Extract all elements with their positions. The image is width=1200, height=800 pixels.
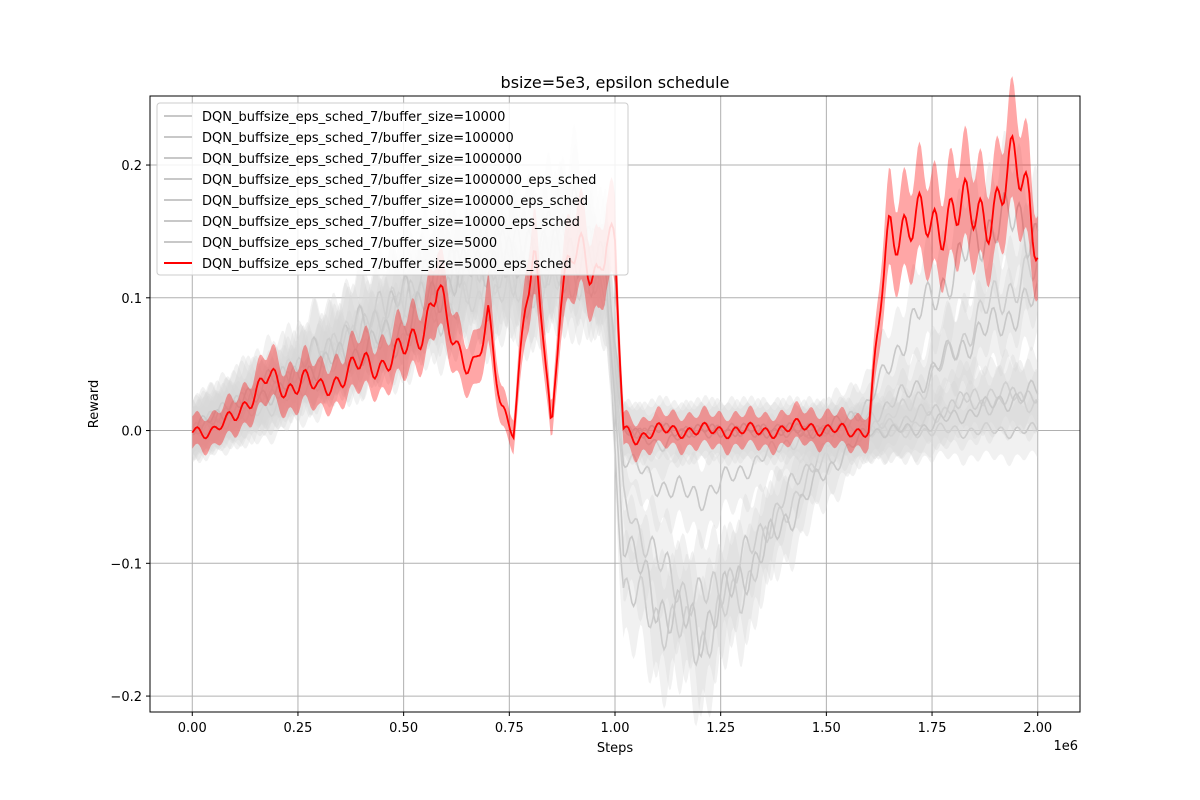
series-band — [192, 171, 1038, 718]
legend-entry: DQN_buffsize_eps_sched_7/buffer_size=100… — [202, 173, 596, 188]
ticks: 0.00 0.25 0.50 0.75 1.00 1.25 1.50 1.75 2.00 −0.2… — [110, 159, 1052, 736]
x-tick-label: 1.00 — [601, 721, 630, 736]
y-tick-label: 0.0 — [121, 425, 142, 440]
x-tick-label: 0.50 — [389, 721, 418, 736]
legend-entry: DQN_buffsize_eps_sched_7/buffer_size=500… — [202, 257, 572, 272]
legend: DQN_buffsize_eps_sched_7/buffer_size=100… — [156, 102, 629, 276]
series-band — [192, 180, 1038, 467]
series-band — [192, 151, 1038, 481]
y-tick-label: 0.1 — [121, 292, 142, 307]
legend-entry: DQN_buffsize_eps_sched_7/buffer_size=100… — [202, 215, 580, 230]
y-tick-label: −0.2 — [110, 690, 142, 705]
series-line — [191, 250, 1039, 512]
x-tick-label: 0.00 — [178, 721, 207, 736]
legend-entry: DQN_buffsize_eps_sched_7/buffer_size=100… — [202, 131, 514, 146]
series-band — [192, 123, 1038, 467]
series-line — [192, 227, 1039, 659]
x-tick-label: 0.25 — [283, 721, 312, 736]
legend-entry: DQN_buffsize_eps_sched_7/buffer_size=100… — [202, 110, 505, 125]
series-band — [192, 198, 1038, 549]
series-line — [191, 184, 1039, 440]
legend-entry: DQN_buffsize_eps_sched_7/buffer_size=100… — [202, 194, 588, 209]
x-offset-text: 1e6 — [1053, 739, 1078, 754]
y-tick-label: 0.2 — [121, 159, 142, 174]
x-tick-label: 2.00 — [1023, 721, 1052, 736]
x-tick-label: 0.75 — [495, 721, 524, 736]
chart-title: bsize=5e3, epsilon schedule — [501, 73, 730, 92]
x-tick-label: 1.75 — [918, 721, 947, 736]
x-tick-label: 1.50 — [812, 721, 841, 736]
x-axis-label: Steps — [597, 741, 634, 756]
series-line — [191, 209, 1039, 453]
y-tick-label: −0.1 — [110, 557, 142, 572]
legend-box — [156, 102, 629, 276]
legend-entry: DQN_buffsize_eps_sched_7/buffer_size=100… — [202, 152, 522, 167]
x-tick-label: 1.25 — [706, 721, 735, 736]
y-axis-label: Reward — [87, 380, 102, 428]
legend-entry: DQN_buffsize_eps_sched_7/buffer_size=500… — [202, 236, 497, 251]
